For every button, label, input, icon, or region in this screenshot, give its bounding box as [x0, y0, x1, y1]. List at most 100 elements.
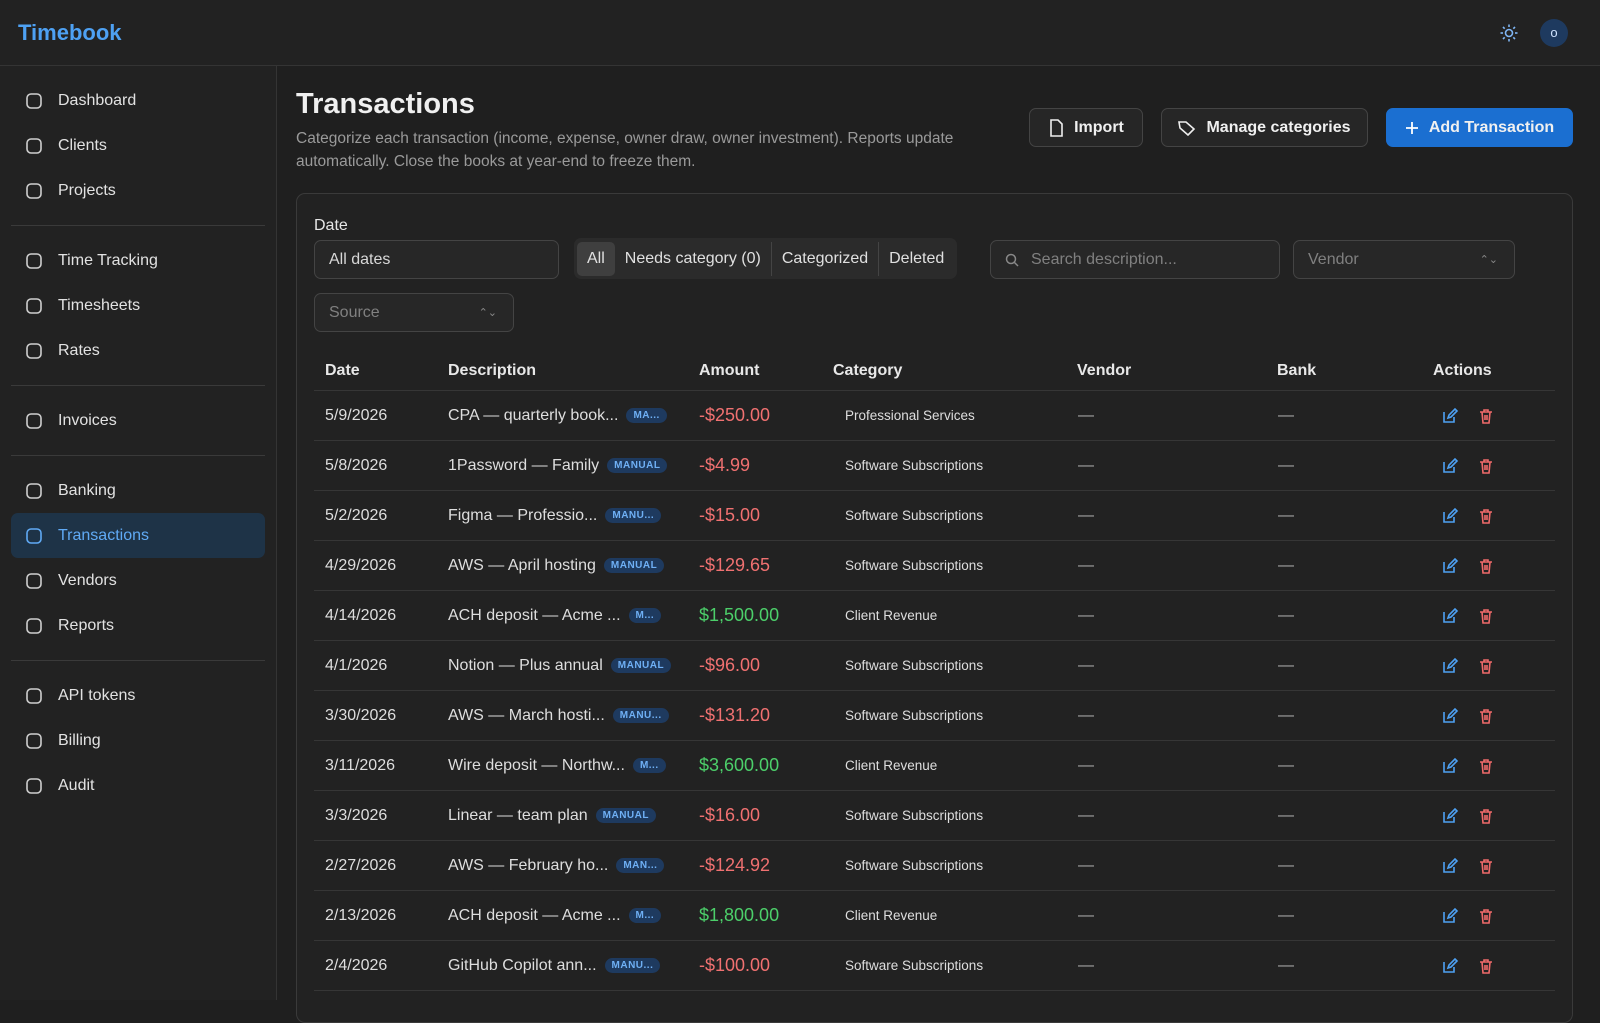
- edit-button[interactable]: [1442, 857, 1458, 874]
- vendor-cell: —: [1078, 556, 1094, 574]
- edit-button[interactable]: [1442, 557, 1458, 574]
- date-cell: 3/3/2026: [325, 806, 388, 824]
- nav-item[interactable]: Time Tracking: [11, 238, 265, 283]
- table-row: 3/11/2026 Wire deposit — Northw... M... $3,…: [314, 741, 1555, 791]
- category-select[interactable]: Client Revenue: [845, 758, 938, 773]
- category-select[interactable]: Professional Services: [845, 408, 975, 423]
- description-cell: Wire deposit — Northw... M...: [448, 757, 699, 775]
- category-select[interactable]: Client Revenue: [845, 608, 938, 623]
- description-cell: AWS — March hosti... MANU...: [448, 707, 699, 725]
- page-title: Transactions: [296, 88, 475, 120]
- bank-cell: —: [1278, 906, 1294, 924]
- delete-button[interactable]: [1478, 958, 1494, 974]
- date-cell: 4/14/2026: [325, 606, 397, 624]
- edit-button[interactable]: [1442, 607, 1458, 624]
- nav-item[interactable]: Dashboard: [11, 78, 265, 123]
- tab[interactable]: Needs category (0): [624, 249, 761, 267]
- icon: [26, 137, 42, 154]
- vendor-cell: —: [1078, 856, 1094, 874]
- date-select[interactable]: All dates: [314, 240, 559, 279]
- icon: [26, 527, 42, 544]
- table-row: 5/9/2026 CPA — quarterly book... MA... -$25…: [314, 391, 1555, 441]
- delete-button[interactable]: [1478, 908, 1494, 924]
- manage-categories-button[interactable]: Manage categories: [1161, 108, 1368, 147]
- nav-item[interactable]: Banking: [11, 468, 265, 513]
- delete-button[interactable]: [1478, 458, 1494, 474]
- edit-button[interactable]: [1442, 407, 1458, 424]
- divider: [11, 455, 265, 456]
- nav-item[interactable]: Reports: [11, 603, 265, 648]
- category-select[interactable]: Software Subscriptions: [845, 958, 984, 973]
- category-select[interactable]: Software Subscriptions: [845, 558, 984, 573]
- nav-label: Dashboard: [58, 91, 137, 109]
- edit-button[interactable]: [1442, 757, 1458, 774]
- description-cell: ACH deposit — Acme ... M...: [448, 607, 699, 625]
- nav-item[interactable]: Transactions: [11, 513, 265, 558]
- avatar[interactable]: o: [1540, 19, 1568, 47]
- column-header: Actions: [1433, 361, 1492, 379]
- actions-cell: [1433, 457, 1555, 474]
- icon: [26, 182, 42, 199]
- delete-button[interactable]: [1478, 608, 1494, 624]
- theme-toggle[interactable]: [1500, 24, 1518, 42]
- edit-button[interactable]: [1442, 807, 1458, 824]
- icon: [26, 617, 42, 634]
- nav-item[interactable]: Projects: [11, 168, 265, 213]
- delete-button[interactable]: [1478, 858, 1494, 874]
- nav-item[interactable]: API tokens: [11, 673, 265, 718]
- edit-button[interactable]: [1442, 507, 1458, 524]
- delete-button[interactable]: [1478, 408, 1494, 424]
- add-transaction-button[interactable]: Add Transaction: [1386, 108, 1573, 147]
- nav-item[interactable]: Rates: [11, 328, 265, 373]
- nav-item[interactable]: Billing: [11, 718, 265, 763]
- chevron: ⌃⌄: [1479, 254, 1498, 266]
- delete-button[interactable]: [1478, 508, 1494, 524]
- nav-label: Reports: [58, 616, 115, 634]
- category-select[interactable]: Software Subscriptions: [845, 808, 984, 823]
- delete-button[interactable]: [1478, 658, 1494, 674]
- sidebar: Dashboard Clients Projects Time Tracking Tim…: [0, 66, 277, 1000]
- table-row: 4/29/2026 AWS — April hosting MANUAL -$129.…: [314, 541, 1555, 591]
- search-input[interactable]: Search description...: [990, 240, 1280, 279]
- delete-button[interactable]: [1478, 558, 1494, 574]
- nav-item[interactable]: Invoices: [11, 398, 265, 443]
- edit-button[interactable]: [1442, 707, 1458, 724]
- description-cell: Linear — team plan MANUAL: [448, 807, 699, 825]
- delete-button[interactable]: [1478, 758, 1494, 774]
- category-select[interactable]: Software Subscriptions: [845, 858, 984, 873]
- brand[interactable]: Timebook: [18, 20, 122, 45]
- delete-button[interactable]: [1478, 708, 1494, 724]
- category-select[interactable]: Client Revenue: [845, 908, 938, 923]
- vendor-cell: —: [1078, 406, 1094, 424]
- description-cell: AWS — February ho... MAN...: [448, 857, 699, 875]
- tab[interactable]: Deleted: [878, 241, 954, 276]
- category-select[interactable]: Software Subscriptions: [845, 708, 984, 723]
- edit-button[interactable]: [1442, 907, 1458, 924]
- nav-item[interactable]: Audit: [11, 763, 265, 808]
- description: AWS — February ho...: [448, 856, 609, 874]
- table-row: 2/13/2026 ACH deposit — Acme ... M... $1,80…: [314, 891, 1555, 941]
- source-select[interactable]: Source ⌃⌄: [314, 293, 514, 332]
- edit-button[interactable]: [1442, 657, 1458, 674]
- nav-label: Billing: [58, 731, 101, 749]
- tab[interactable]: All: [577, 241, 615, 276]
- nav-item[interactable]: Timesheets: [11, 283, 265, 328]
- amount-cell: -$16.00: [699, 805, 761, 825]
- delete-button[interactable]: [1478, 808, 1494, 824]
- edit-button[interactable]: [1442, 957, 1458, 974]
- nav-item[interactable]: Vendors: [11, 558, 265, 603]
- description: ACH deposit — Acme ...: [448, 906, 621, 924]
- placeholder: Vendor: [1308, 250, 1359, 268]
- category-select[interactable]: Software Subscriptions: [845, 458, 984, 473]
- vendor-select[interactable]: Vendor ⌃⌄: [1293, 240, 1515, 279]
- edit-button[interactable]: [1442, 457, 1458, 474]
- nav-label: Projects: [58, 181, 116, 199]
- category-select[interactable]: Software Subscriptions: [845, 508, 984, 523]
- amount-cell: -$129.65: [699, 555, 771, 575]
- chevron: ⌃⌄: [478, 307, 497, 319]
- tab[interactable]: Categorized: [770, 241, 878, 276]
- nav-item[interactable]: Clients: [11, 123, 265, 168]
- import-button[interactable]: Import: [1029, 108, 1143, 147]
- column-header: Description: [448, 361, 537, 379]
- category-select[interactable]: Software Subscriptions: [845, 658, 984, 673]
